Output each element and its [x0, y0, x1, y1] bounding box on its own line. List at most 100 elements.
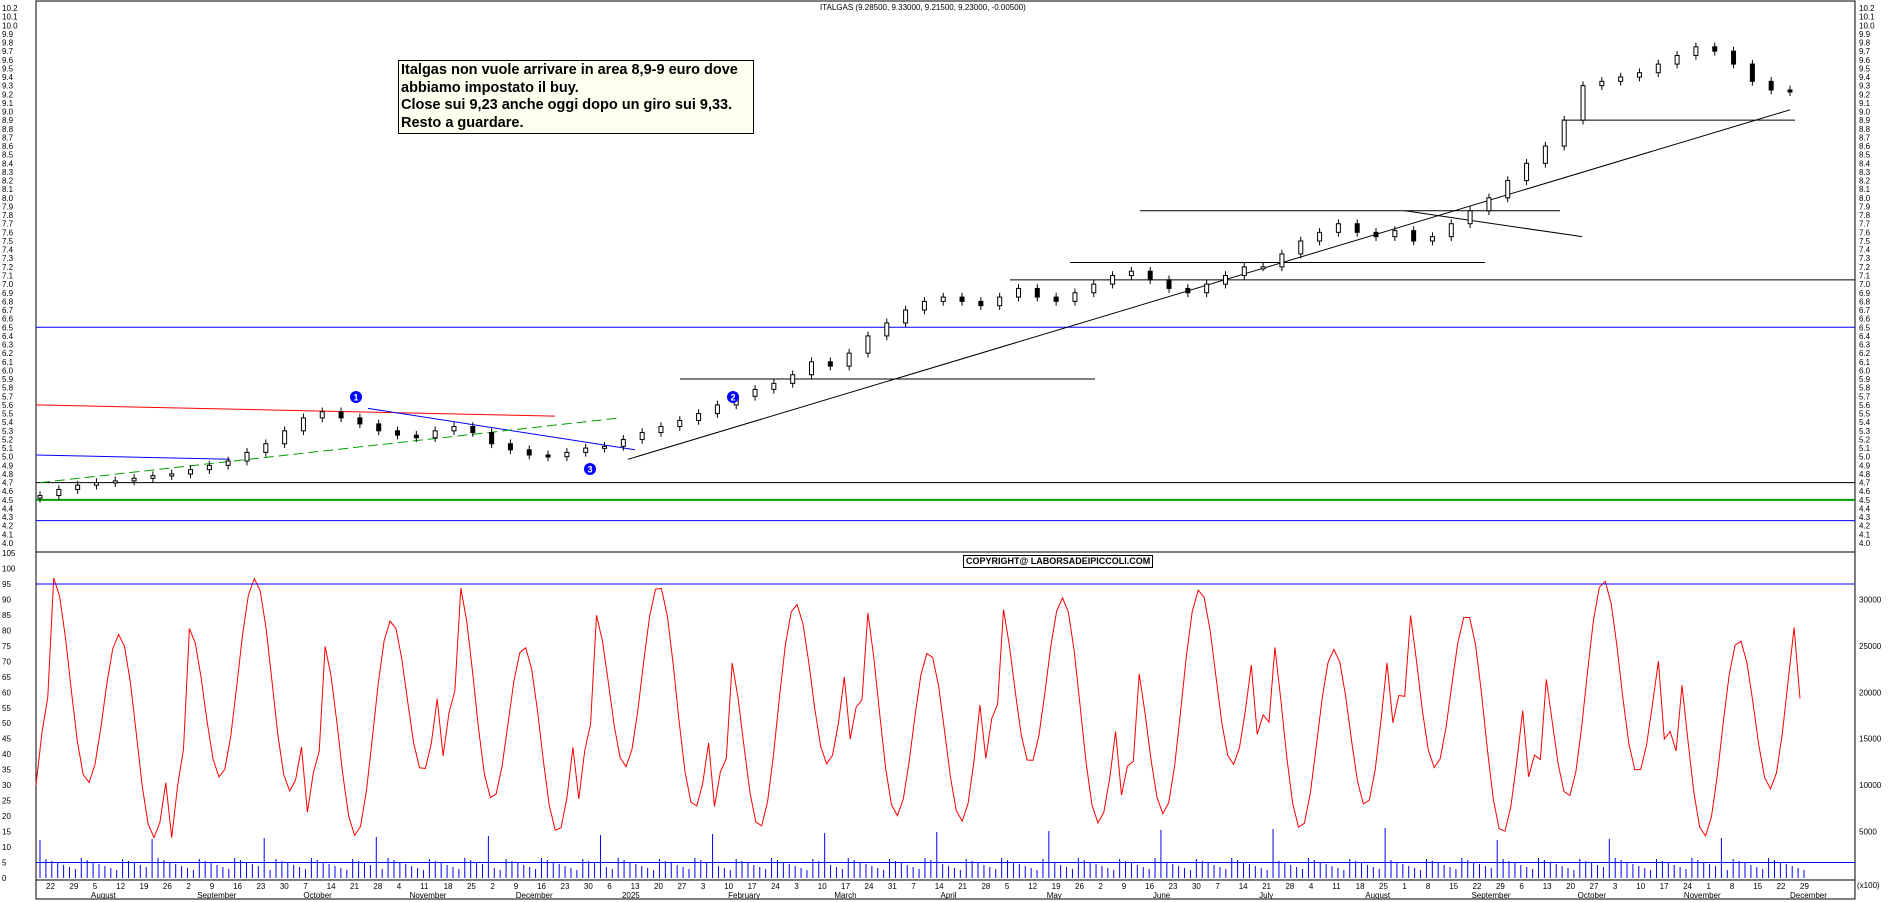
date-tick: 28 [1285, 882, 1294, 891]
candle-body [319, 411, 325, 419]
month-label: April [941, 891, 957, 900]
date-tick: 10 [1636, 882, 1645, 891]
candle-body [771, 382, 777, 390]
price-tick-right: 9.8 [1859, 39, 1871, 48]
price-tick-right: 6.8 [1859, 297, 1871, 306]
candle-body [507, 443, 513, 451]
date-tick: 24 [865, 882, 874, 891]
candle-body [131, 477, 137, 482]
date-tick: 19 [1052, 882, 1061, 891]
date-tick: 27 [1590, 882, 1599, 891]
candle-body [1618, 76, 1624, 82]
candle-body [677, 419, 683, 428]
price-tick-right: 4.7 [1859, 479, 1871, 488]
price-tick-right: 5.0 [1859, 453, 1871, 462]
date-tick: 27 [677, 882, 686, 891]
price-tick-left: 8.4 [2, 159, 14, 168]
candle-body [959, 296, 965, 302]
volume-tick: 5000 [1859, 828, 1877, 837]
date-tick: 5 [93, 882, 98, 891]
price-tick-right: 7.4 [1859, 246, 1871, 255]
candle-body [470, 426, 476, 434]
date-tick: 30 [584, 882, 593, 891]
candle-body [300, 417, 306, 432]
candle-body [1241, 266, 1247, 277]
candle-body [206, 464, 212, 471]
price-tick-left: 9.3 [2, 82, 14, 91]
osc-tick: 95 [2, 580, 11, 589]
price-tick-left: 7.5 [2, 237, 14, 246]
candle-body [790, 374, 796, 384]
candle-body [1655, 63, 1661, 74]
date-tick: 13 [631, 882, 640, 891]
wave-badges: 1 2 3 [350, 391, 739, 475]
price-tick-right: 9.9 [1859, 30, 1871, 39]
osc-tick: 105 [2, 549, 16, 558]
date-tick: 10 [818, 882, 827, 891]
date-tick: 7 [1215, 882, 1220, 891]
candle-body [357, 417, 363, 425]
date-tick: 31 [888, 882, 897, 891]
price-tick-right: 6.1 [1859, 358, 1871, 367]
osc-tick: 70 [2, 657, 11, 666]
volume-tick: 10000 [1859, 781, 1882, 790]
date-tick: 20 [1566, 882, 1575, 891]
candle-body [1260, 266, 1266, 270]
date-tick: 17 [1660, 882, 1669, 891]
price-tick-right: 6.3 [1859, 341, 1871, 350]
price-tick-left: 7.7 [2, 220, 14, 229]
month-label: August [1365, 891, 1391, 900]
osc-tick: 80 [2, 626, 11, 635]
price-tick-right: 5.2 [1859, 435, 1871, 444]
osc-tick: 15 [2, 828, 11, 837]
osc-tick: 30 [2, 781, 11, 790]
price-tick-right: 4.0 [1859, 539, 1871, 548]
price-tick-left: 9.5 [2, 64, 14, 73]
price-tick-right: 7.1 [1859, 272, 1871, 281]
candle-body [338, 411, 344, 419]
candle-body [1392, 230, 1398, 238]
candle-body [1448, 223, 1454, 238]
date-tick: 9 [210, 882, 215, 891]
month-label: September [197, 891, 236, 900]
candle-body [1335, 223, 1341, 233]
date-tick: 4 [1309, 882, 1314, 891]
candle-body [1015, 287, 1021, 298]
wave-badge-label: 1 [354, 393, 359, 403]
candle-body [1147, 270, 1153, 281]
date-tick: 23 [256, 882, 265, 891]
date-tick: 3 [701, 882, 706, 891]
date-tick: 29 [1496, 882, 1505, 891]
price-tick-left: 8.0 [2, 194, 14, 203]
price-tick-left: 6.1 [2, 358, 14, 367]
date-tick: 12 [116, 882, 125, 891]
date-tick: 22 [1777, 882, 1786, 891]
candle-body [1429, 236, 1435, 242]
price-tick-right: 4.4 [1859, 504, 1871, 513]
month-label: November [1684, 891, 1721, 900]
price-tick-right: 9.7 [1859, 47, 1871, 56]
price-tick-left: 4.8 [2, 470, 14, 479]
candle-body [1580, 85, 1586, 121]
date-tick: 23 [561, 882, 570, 891]
osc-tick: 85 [2, 611, 11, 620]
price-tick-left: 4.3 [2, 513, 14, 522]
candle-body [376, 423, 382, 432]
price-tick-right: 8.8 [1859, 125, 1871, 134]
candle-body [1204, 283, 1210, 294]
blue-trend-line [367, 407, 636, 451]
price-tick-left: 4.5 [2, 496, 14, 505]
price-tick-left: 7.6 [2, 228, 14, 237]
price-tick-left: 8.9 [2, 116, 14, 125]
osc-tick: 50 [2, 719, 11, 728]
price-tick-left: 4.6 [2, 487, 14, 496]
price-tick-left: 4.2 [2, 522, 14, 531]
date-tick: 18 [1356, 882, 1365, 891]
date-tick: 26 [163, 882, 172, 891]
price-tick-right: 4.3 [1859, 513, 1871, 522]
osc-tick: 100 [2, 564, 16, 573]
candle-body [921, 300, 927, 311]
price-tick-left: 9.7 [2, 47, 14, 56]
month-label: October [1578, 891, 1607, 900]
candle-body [564, 451, 570, 458]
